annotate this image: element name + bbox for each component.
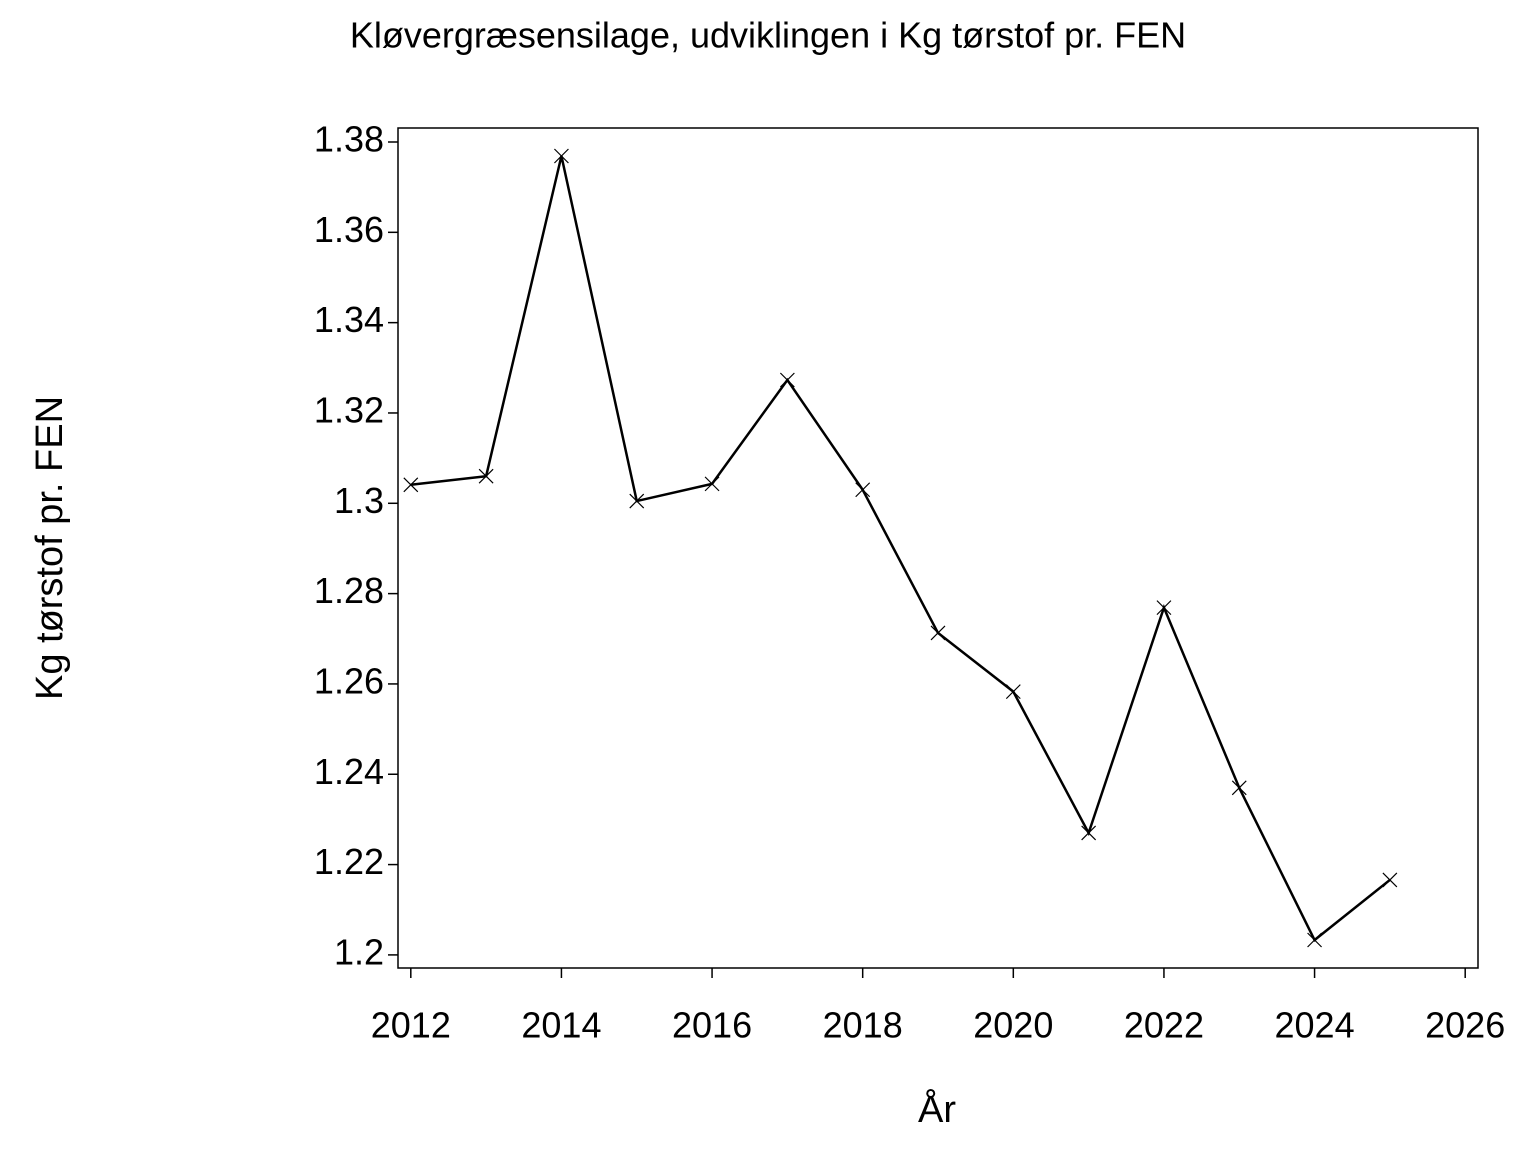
data-marker	[1307, 932, 1322, 948]
data-marker	[554, 148, 569, 164]
x-tick-label: 2014	[521, 1005, 601, 1046]
data-line	[410, 155, 1391, 942]
y-axis-label: Kg tørstof pr. FEN	[29, 396, 71, 700]
data-marker	[478, 468, 494, 484]
x-tick-label: 2020	[973, 1005, 1053, 1046]
y-tick-label: 1.28	[314, 570, 384, 611]
x-axis-label: År	[918, 1087, 956, 1131]
y-tick-label: 1.24	[314, 751, 384, 792]
data-marker	[1005, 684, 1021, 700]
x-tick-label: 2024	[1275, 1005, 1355, 1046]
data-marker	[1156, 600, 1172, 616]
y-tick-label: 1.2	[334, 931, 384, 972]
y-tick-label: 1.36	[314, 209, 384, 250]
y-tick-label: 1.22	[314, 841, 384, 882]
data-marker	[1081, 825, 1097, 841]
data-marker	[403, 477, 419, 493]
data-marker	[1231, 780, 1247, 796]
x-tick-label: 2012	[371, 1005, 451, 1046]
x-tick-label: 2018	[823, 1005, 903, 1046]
data-marker	[930, 625, 946, 641]
data-marker	[704, 476, 720, 492]
plot-frame	[397, 127, 1479, 969]
x-tick-label: 2016	[672, 1005, 752, 1046]
y-tick-label: 1.38	[314, 119, 384, 160]
y-tick-label: 1.34	[314, 299, 384, 340]
data-marker	[779, 372, 795, 388]
data-marker	[629, 493, 645, 509]
chart-title: Kløvergræsensilage, udviklingen i Kg tør…	[350, 15, 1186, 56]
y-tick-label: 1.32	[314, 389, 384, 430]
x-tick-label: 2022	[1124, 1005, 1204, 1046]
x-tick-label: 2026	[1425, 1005, 1505, 1046]
y-tick-label: 1.26	[314, 660, 384, 701]
data-marker	[855, 482, 871, 498]
y-tick-label: 1.3	[334, 480, 384, 521]
data-marker	[1382, 872, 1398, 888]
